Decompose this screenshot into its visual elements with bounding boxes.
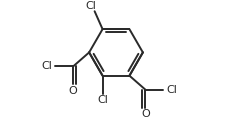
Text: Cl: Cl xyxy=(41,61,52,71)
Text: Cl: Cl xyxy=(166,85,177,95)
Text: O: O xyxy=(140,109,149,119)
Text: O: O xyxy=(69,86,77,96)
Text: Cl: Cl xyxy=(97,95,108,105)
Text: Cl: Cl xyxy=(85,1,96,11)
